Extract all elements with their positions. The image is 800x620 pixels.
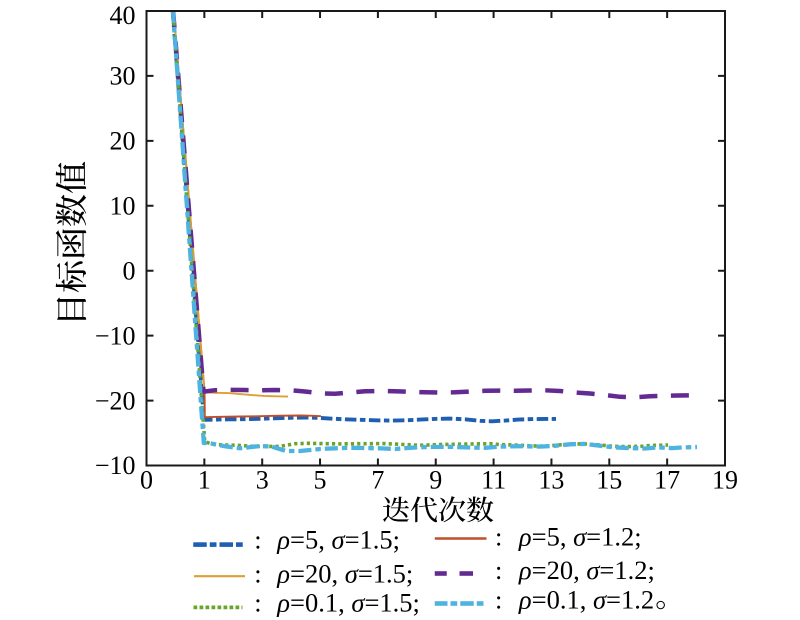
svg-text:30: 30	[110, 62, 136, 91]
svg-text:ρ=5, σ=1.5;: ρ=5, σ=1.5;	[276, 525, 400, 555]
svg-text:ρ=20, σ=1.2;: ρ=20, σ=1.2;	[518, 555, 655, 585]
svg-text:0: 0	[140, 466, 153, 495]
svg-text:0: 0	[123, 257, 136, 286]
svg-text:ρ=20, σ=1.5;: ρ=20, σ=1.5;	[276, 559, 413, 589]
svg-text::: :	[254, 588, 261, 618]
svg-text:19: 19	[712, 466, 738, 495]
svg-text:ρ=0.1, σ=1.2: ρ=0.1, σ=1.2	[518, 584, 654, 614]
svg-text:ρ=0.1, σ=1.5;: ρ=0.1, σ=1.5;	[276, 588, 420, 618]
svg-text:3: 3	[256, 466, 269, 495]
svg-text:9: 9	[429, 466, 442, 495]
svg-text:ρ=5, σ=1.2;: ρ=5, σ=1.2;	[518, 521, 642, 551]
svg-text:40: 40	[110, 1, 136, 30]
svg-text:20: 20	[110, 127, 136, 156]
svg-text::: :	[495, 521, 502, 551]
svg-text:−10: −10	[95, 321, 136, 350]
svg-text:−10: −10	[95, 451, 136, 480]
svg-text:11: 11	[481, 466, 506, 495]
svg-text::: :	[254, 525, 261, 555]
svg-text::: :	[495, 555, 502, 585]
svg-text::: :	[254, 559, 261, 589]
svg-text:15: 15	[596, 466, 622, 495]
svg-text::: :	[495, 584, 502, 614]
svg-text:10: 10	[110, 192, 136, 221]
svg-text:7: 7	[371, 466, 384, 495]
svg-text:17: 17	[654, 466, 680, 495]
svg-text:−20: −20	[95, 386, 136, 415]
svg-text:13: 13	[538, 466, 564, 495]
svg-text:1: 1	[198, 466, 211, 495]
svg-text:5: 5	[314, 466, 327, 495]
